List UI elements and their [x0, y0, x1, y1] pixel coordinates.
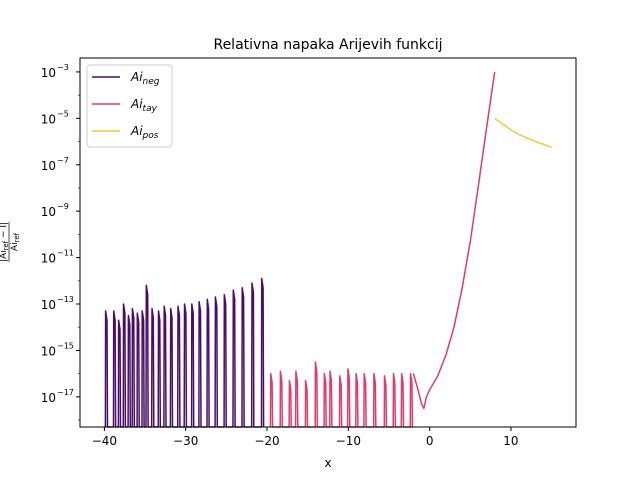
y-tick-label: 10 — [41, 298, 56, 312]
series-line-tay-2 — [412, 71, 496, 410]
y-tick-exponent: −11 — [57, 249, 74, 258]
y-tick-label: 10 — [41, 205, 56, 219]
y-tick-exponent: −15 — [57, 341, 74, 350]
y-tick-label: 10 — [41, 391, 56, 405]
y-tick-exponent: −3 — [57, 63, 69, 72]
y-tick-exponent: −5 — [57, 109, 69, 118]
y-axis-label-numerator: |Airef − I| — [0, 222, 10, 262]
y-tick-label: 10 — [41, 252, 56, 266]
x-tick-label: −20 — [254, 434, 279, 448]
x-tick-label: −30 — [173, 434, 198, 448]
y-tick-exponent: −9 — [57, 202, 69, 211]
series-line-pos-3 — [494, 117, 552, 149]
axes-frame — [79, 57, 577, 428]
y-tick-label: 10 — [41, 66, 56, 80]
chart-title: Relativna napaka Arijevih funkcij — [213, 37, 442, 53]
x-tick-label: −10 — [336, 434, 361, 448]
series-line-tay-1 — [269, 361, 414, 428]
x-axis-label: x — [324, 456, 331, 470]
y-tick-exponent: −13 — [57, 295, 74, 304]
x-axis: −40 −30 −20 −10 0 10 — [92, 427, 519, 448]
y-tick-exponent: −7 — [57, 156, 69, 165]
y-tick-label: 10 — [41, 112, 56, 126]
legend-box — [86, 64, 173, 148]
y-tick-exponent: −17 — [57, 388, 74, 397]
y-axis-label: |Airef − I| Airef — [0, 222, 21, 262]
x-tick-label: 10 — [503, 434, 518, 448]
series-line-neg-0 — [104, 277, 265, 428]
y-tick-label: 10 — [41, 344, 56, 358]
y-tick-label: 10 — [41, 159, 56, 173]
x-tick-label: 0 — [426, 434, 434, 448]
x-tick-label: −40 — [92, 434, 117, 448]
y-axis-label-denominator: Airef — [10, 232, 21, 251]
